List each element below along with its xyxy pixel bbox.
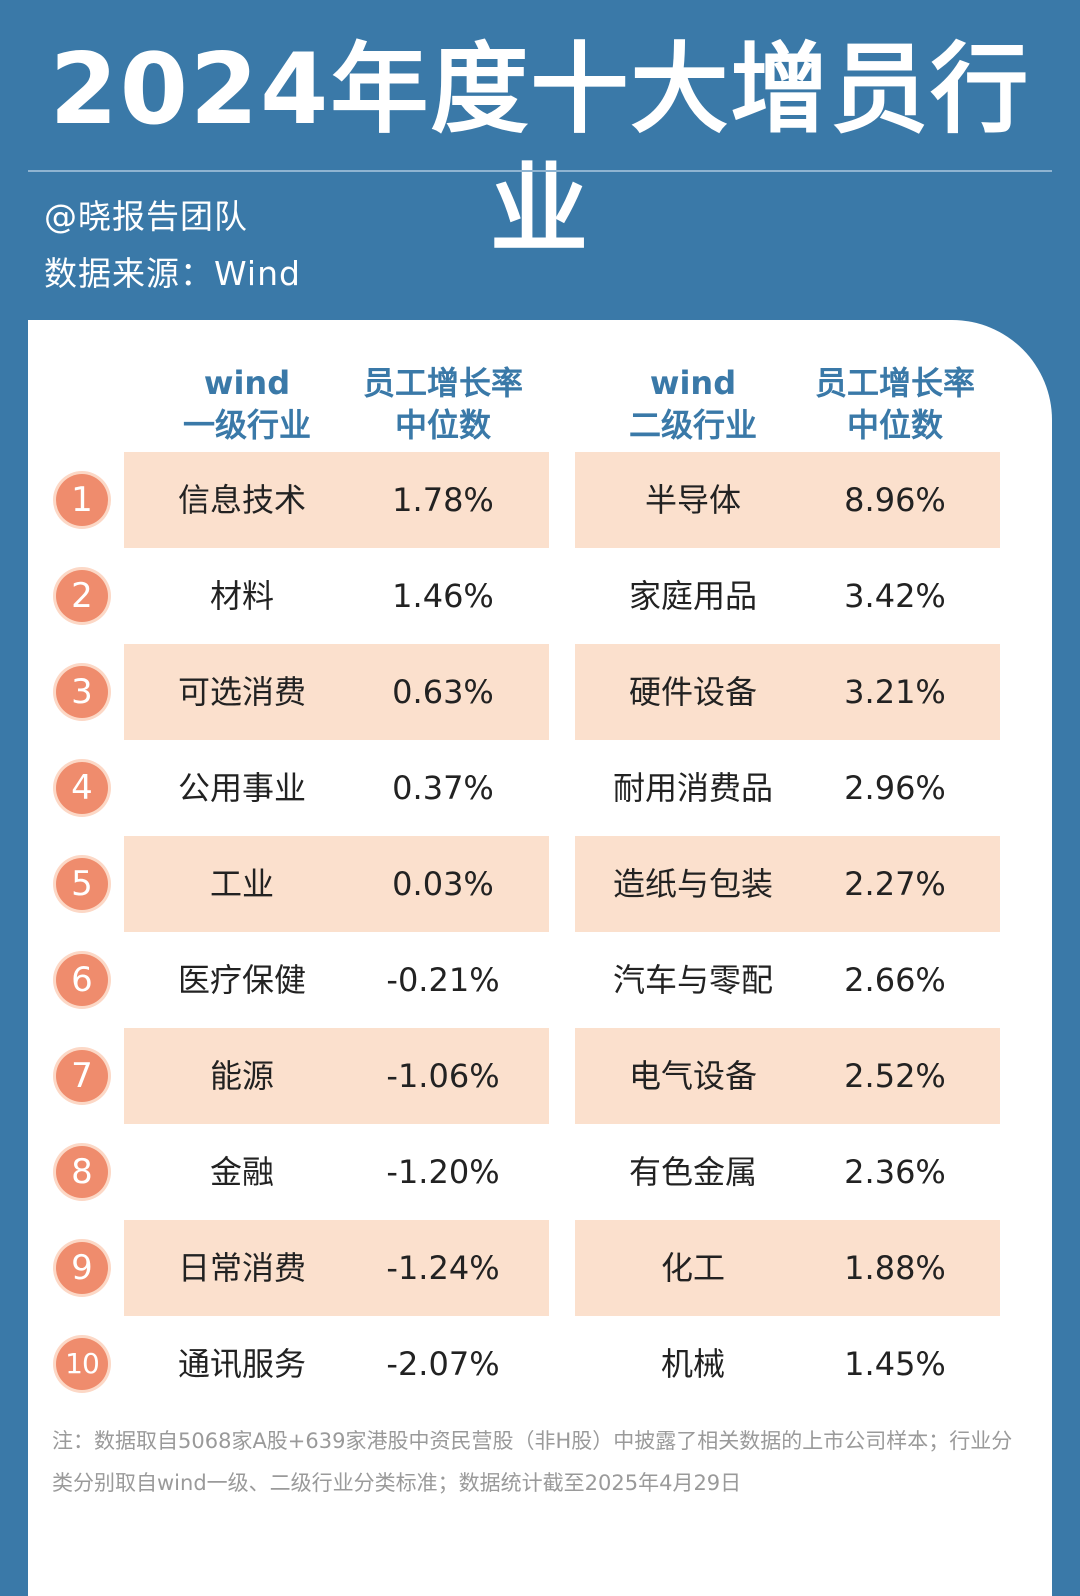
row-band-l2: [575, 644, 1000, 740]
l1-rate-cell: 0.03%: [392, 865, 494, 903]
l2-rate-cell: 2.27%: [844, 865, 946, 903]
l2-industry-cell: 家庭用品: [628, 577, 757, 615]
l1-rate-cell: -1.24%: [386, 1249, 500, 1287]
header-l2-industry: wind 二级行业: [608, 362, 778, 446]
header-l2-rate: 员工增长率 中位数: [790, 362, 1000, 446]
header-l2-rate-line1: 员工增长率: [814, 364, 975, 402]
header-l1-industry-line1: wind: [203, 364, 291, 402]
rank-badge: 7: [56, 1050, 108, 1102]
author-label: @晓报告团队: [44, 197, 248, 236]
l1-rate-cell: 1.46%: [392, 577, 494, 615]
row-band-l1: [124, 1220, 549, 1316]
l1-industry-cell: 医疗保健: [177, 961, 306, 999]
rank-badge: 3: [56, 666, 108, 718]
l1-industry-cell: 材料: [209, 577, 274, 615]
table-panel: wind 一级行业 员工增长率 中位数 wind 二级行业 员工增长率 中位数 …: [28, 320, 1052, 1596]
header-l2-rate-line2: 中位数: [846, 406, 943, 444]
l2-industry-cell: 有色金属: [628, 1153, 757, 1191]
l2-industry-cell: 半导体: [644, 481, 741, 519]
l1-industry-cell: 可选消费: [177, 673, 306, 711]
row-band-l2: [575, 1220, 1000, 1316]
page-title: 2024年度十大增员行业: [49, 33, 1031, 267]
header-l1-rate-line2: 中位数: [394, 406, 491, 444]
l1-industry-cell: 通讯服务: [177, 1345, 306, 1383]
row-band-l1: [124, 1028, 549, 1124]
rank-badge: 10: [56, 1338, 108, 1390]
l1-rate-cell: 0.37%: [392, 769, 494, 807]
source-label: 数据来源：Wind: [44, 254, 301, 293]
rank-badge: 2: [56, 570, 108, 622]
l1-rate-cell: -1.06%: [386, 1057, 500, 1095]
l2-rate-cell: 2.96%: [844, 769, 946, 807]
header-l1-rate: 员工增长率 中位数: [338, 362, 548, 446]
row-band-l1: [124, 644, 549, 740]
l2-rate-cell: 3.42%: [844, 577, 946, 615]
l2-rate-cell: 1.45%: [844, 1345, 946, 1383]
header-l1-industry: wind 一级行业: [162, 362, 332, 446]
l2-industry-cell: 机械: [660, 1345, 725, 1383]
header-l2-industry-line1: wind: [649, 364, 737, 402]
l2-industry-cell: 电气设备: [628, 1057, 757, 1095]
l1-industry-cell: 金融: [209, 1153, 274, 1191]
l2-rate-cell: 2.36%: [844, 1153, 946, 1191]
header-l1-industry-line2: 一级行业: [182, 406, 311, 444]
l1-industry-cell: 公用事业: [177, 769, 306, 807]
l1-rate-cell: -0.21%: [386, 961, 500, 999]
rank-badge: 1: [56, 474, 108, 526]
l1-rate-cell: -1.20%: [386, 1153, 500, 1191]
l2-rate-cell: 1.88%: [844, 1249, 946, 1287]
row-band-l2: [575, 452, 1000, 548]
rank-badge: 8: [56, 1146, 108, 1198]
footnote: 注：数据取自5068家A股+639家港股中资民营股（非H股）中披露了相关数据的上…: [52, 1429, 1013, 1495]
row-band-l2: [575, 836, 1000, 932]
row-band-l1: [124, 452, 549, 548]
l2-industry-cell: 化工: [660, 1249, 725, 1287]
row-band-l2: [575, 1028, 1000, 1124]
l2-industry-cell: 造纸与包装: [612, 865, 773, 903]
l2-industry-cell: 汽车与零配件: [612, 961, 773, 1095]
l2-rate-cell: 2.52%: [844, 1057, 946, 1095]
title-divider: [28, 170, 1052, 172]
header-l2-industry-line2: 二级行业: [628, 406, 757, 444]
l2-rate-cell: 8.96%: [844, 481, 946, 519]
rank-badge: 9: [56, 1242, 108, 1294]
l1-industry-cell: 工业: [209, 865, 274, 903]
l1-rate-cell: 0.63%: [392, 673, 494, 711]
rank-badge: 5: [56, 858, 108, 910]
l1-rate-cell: -2.07%: [386, 1345, 500, 1383]
header-l1-rate-line1: 员工增长率: [362, 364, 523, 402]
l2-industry-cell: 耐用消费品: [612, 769, 773, 807]
l2-industry-cell: 硬件设备: [628, 673, 757, 711]
l1-rate-cell: 1.78%: [392, 481, 494, 519]
row-band-l1: [124, 836, 549, 932]
l1-industry-cell: 信息技术: [177, 481, 306, 519]
l1-industry-cell: 日常消费: [177, 1249, 306, 1287]
rank-badge: 6: [56, 954, 108, 1006]
l2-rate-cell: 2.66%: [844, 961, 946, 999]
l1-industry-cell: 能源: [209, 1057, 274, 1095]
l2-rate-cell: 3.21%: [844, 673, 946, 711]
rank-badge: 4: [56, 762, 108, 814]
